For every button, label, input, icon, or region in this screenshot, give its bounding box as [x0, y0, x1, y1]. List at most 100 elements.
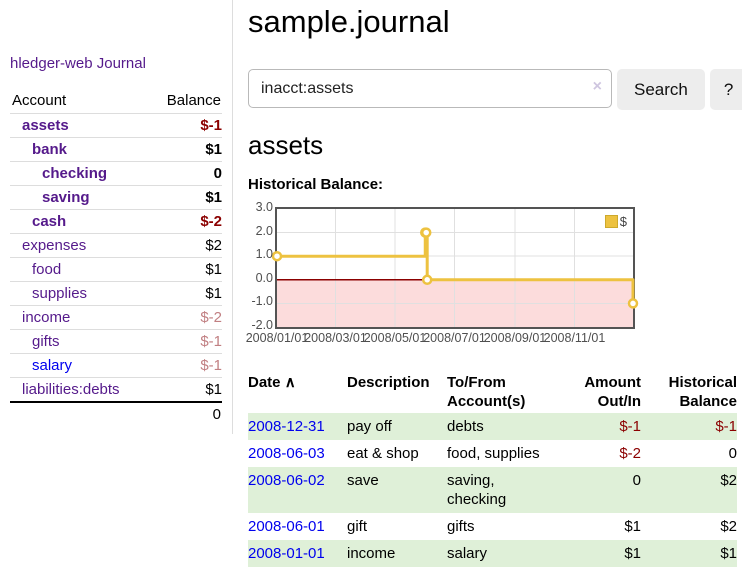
register-table-body: 2008-12-31 pay off debts $-1 $-1 2008-06-03 ea… — [248, 413, 737, 567]
account-row: saving $1 — [10, 185, 222, 210]
account-row: assets $-1 — [10, 113, 222, 138]
account-link[interactable]: assets — [22, 117, 69, 134]
account-balance: $-1 — [149, 353, 222, 378]
transaction-amount: $-2 — [619, 445, 641, 462]
brand-link[interactable]: hledger-web — [10, 55, 93, 72]
accounts-table-body: assets $-1 bank $1 checking 0 saving $1 cash $-2 e… — [10, 113, 222, 402]
account-link[interactable]: income — [22, 309, 71, 326]
account-balance: $-1 — [149, 329, 222, 354]
transaction-date-link[interactable]: 2008-06-01 — [248, 518, 325, 535]
account-link[interactable]: salary — [32, 357, 73, 374]
transaction-amount: 0 — [632, 472, 641, 489]
account-link[interactable]: checking — [42, 165, 108, 182]
account-balance: $-2 — [149, 305, 222, 330]
data-point-marker — [421, 274, 433, 286]
account-link[interactable]: food — [32, 261, 62, 278]
legend-swatch-icon — [604, 215, 618, 228]
column-header-tofrom-accounts: To/From Account(s) — [447, 374, 526, 410]
transaction-description: income — [347, 545, 396, 562]
transaction-date-link[interactable]: 2008-01-01 — [248, 545, 325, 562]
account-balance: $1 — [149, 281, 222, 306]
transaction-accounts: debts — [447, 418, 484, 435]
transaction-description: gift — [347, 518, 368, 535]
transaction-description: pay off — [347, 418, 392, 435]
account-balance: $1 — [149, 377, 222, 402]
transaction-amount: $-1 — [619, 418, 641, 435]
account-row: bank $1 — [10, 137, 222, 162]
account-row: income $-2 — [10, 305, 222, 330]
sidebar-item-journal[interactable]: Journal — [96, 55, 146, 72]
account-link[interactable]: gifts — [32, 333, 60, 350]
account-balance: $-2 — [149, 209, 222, 234]
register-header-row: Date ∧ Description To/From Account(s) Amo… — [248, 371, 737, 413]
transaction-balance: $1 — [720, 545, 737, 562]
transaction-balance: 0 — [728, 445, 737, 462]
x-axis-tick-label: 2008/03/01 — [304, 331, 367, 345]
main-content: sample.journal × Search ? assets Histori… — [233, 0, 742, 567]
transaction-row: 2008-06-03 eat & shop food, supplies $-2 0 — [248, 440, 737, 467]
account-balance: $-1 — [149, 113, 222, 138]
transaction-balance: $2 — [720, 472, 737, 489]
accounts-header-account: Account — [12, 92, 67, 109]
accounts-header-row: Account Balance — [10, 89, 222, 114]
accounts-total-spacer — [10, 401, 150, 426]
sort-ascending-icon: ∧ — [284, 374, 296, 391]
clear-search-icon[interactable]: × — [592, 78, 602, 95]
account-link[interactable]: cash — [32, 213, 67, 230]
transaction-balance: $2 — [720, 518, 737, 535]
help-button[interactable]: ? — [709, 69, 742, 110]
account-balance: $1 — [149, 257, 222, 282]
y-axis-tick-label: 0.0 — [255, 270, 273, 285]
account-link[interactable]: bank — [32, 141, 68, 158]
account-balance: $1 — [149, 185, 222, 210]
y-axis-tick-label: 1.0 — [255, 247, 273, 262]
chart-title: Historical Balance: — [248, 176, 384, 193]
transaction-row: 2008-06-01 gift gifts $1 $2 — [248, 513, 737, 540]
transaction-accounts: salary — [447, 545, 488, 562]
x-axis-tick-label: 2008/09/01 — [483, 331, 547, 345]
transaction-accounts: gifts — [447, 518, 475, 535]
accounts-table: Account Balance assets $-1 bank $1 checking 0… — [10, 89, 222, 426]
account-row: food $1 — [10, 257, 222, 282]
accounts-total-row: 0 — [10, 401, 222, 426]
transaction-date-link[interactable]: 2008-12-31 — [248, 418, 325, 435]
transaction-description: eat & shop — [347, 445, 419, 462]
x-axis-tick-label: 2008/05/01 — [363, 331, 427, 345]
account-link[interactable]: expenses — [22, 237, 87, 254]
transaction-date-link[interactable]: 2008-06-02 — [248, 472, 325, 489]
search-field-wrap: × — [248, 69, 612, 110]
account-link[interactable]: liabilities:debts — [22, 381, 120, 398]
search-button[interactable]: Search — [617, 69, 705, 110]
column-header-description: Description — [347, 374, 430, 391]
chart-plot-area: $ — [271, 207, 639, 329]
search-input[interactable] — [248, 69, 612, 108]
y-axis-tick-label: -2.0 — [251, 318, 273, 332]
register-table: Date ∧ Description To/From Account(s) Amo… — [248, 371, 737, 567]
x-axis-tick-label: 2008/11/01 — [543, 331, 606, 345]
transaction-description: save — [347, 472, 379, 489]
transaction-accounts: food, supplies — [447, 445, 540, 462]
balance-chart: $ 3.0 2.0 1.0 0.0 -1.0 -2.0 2008/01/01 2008/03/… — [246, 200, 742, 347]
search-row: × Search ? — [248, 69, 742, 110]
transaction-date-link[interactable]: 2008-06-03 — [248, 445, 325, 462]
column-header-date[interactable]: Date ∧ — [248, 374, 296, 391]
account-row: expenses $2 — [10, 233, 222, 258]
data-point-marker — [271, 250, 283, 262]
account-heading: assets — [248, 130, 324, 160]
account-balance: 0 — [149, 161, 222, 186]
data-point-marker — [420, 227, 432, 238]
page: hledger-web Journal Account Balance asse… — [10, 0, 742, 567]
account-row: liabilities:debts $1 — [10, 377, 222, 402]
data-point-marker — [627, 298, 639, 309]
account-link[interactable]: saving — [42, 189, 90, 206]
transaction-row: 2008-01-01 income salary $1 $1 — [248, 540, 737, 567]
transaction-row: 2008-06-02 save saving, checking 0 $2 — [248, 467, 737, 513]
account-row: cash $-2 — [10, 209, 222, 234]
account-link[interactable]: supplies — [32, 285, 88, 302]
chart-legend: $ — [603, 214, 628, 229]
account-row: gifts $-1 — [10, 329, 222, 354]
legend-label: $ — [619, 214, 627, 229]
column-header-amount-outin: Amount Out/In — [584, 374, 641, 410]
y-axis-tick-label: 3.0 — [255, 200, 273, 214]
transaction-amount: $1 — [624, 545, 641, 562]
